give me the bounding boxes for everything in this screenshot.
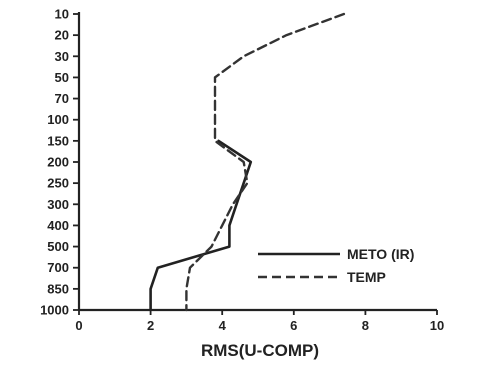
x-tick-label: 0 xyxy=(75,318,82,333)
series-line-temp xyxy=(185,12,346,312)
series-line-meto-ir xyxy=(149,139,253,312)
y-tick-label: 200 xyxy=(47,155,69,170)
y-tick-label: 100 xyxy=(47,112,69,127)
y-tick-label: 150 xyxy=(47,133,69,148)
tick-labels: 1020305070100150200250300400500700850100… xyxy=(40,7,444,334)
y-tick-label: 1000 xyxy=(40,303,69,318)
tick-marks xyxy=(73,13,438,315)
y-tick-label: 10 xyxy=(55,7,69,22)
y-tick-label: 20 xyxy=(55,28,69,43)
legend-label-temp: TEMP xyxy=(347,269,386,285)
y-tick-label: 250 xyxy=(47,176,69,191)
y-tick-label: 500 xyxy=(47,239,69,254)
legend: METO (IR) TEMP xyxy=(258,246,414,285)
y-tick-label: 30 xyxy=(55,49,69,64)
series-lines xyxy=(149,12,346,312)
y-tick-label: 300 xyxy=(47,197,69,212)
y-tick-label: 850 xyxy=(47,281,69,296)
x-tick-label: 2 xyxy=(147,318,154,333)
y-tick-label: 700 xyxy=(47,260,69,275)
axes xyxy=(77,12,437,312)
x-tick-label: 10 xyxy=(430,318,444,333)
x-tick-label: 6 xyxy=(290,318,297,333)
legend-label-meto: METO (IR) xyxy=(347,246,414,262)
x-tick-label: 8 xyxy=(362,318,369,333)
y-tick-label: 50 xyxy=(55,70,69,85)
x-tick-label: 4 xyxy=(219,318,227,333)
y-tick-label: 400 xyxy=(47,218,69,233)
y-tick-label: 70 xyxy=(55,91,69,106)
x-axis-title: RMS(U-COMP) xyxy=(201,341,319,360)
